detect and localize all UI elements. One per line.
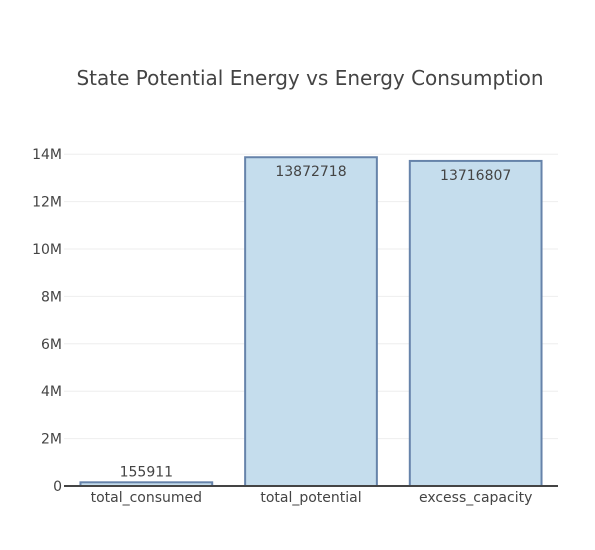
- y-tick-label: 0: [53, 479, 62, 495]
- y-tick-label: 8M: [41, 289, 62, 305]
- y-tick-label: 6M: [41, 337, 62, 353]
- y-tick-label: 2M: [41, 432, 62, 448]
- y-tick-label: 12M: [32, 195, 62, 211]
- axes: 0 2M 4M 6M 8M 10M 12M 14M total_consumed total_po…: [32, 147, 558, 506]
- chart-title: State Potential Energy vs Energy Consump…: [76, 66, 543, 90]
- x-tick-label: total_potential: [260, 490, 361, 506]
- data-label: 13716807: [440, 168, 511, 184]
- y-tick-label: 10M: [32, 242, 62, 258]
- bar-total_potential: [244, 156, 378, 487]
- bars: [79, 156, 543, 488]
- bar-excess_capacity: [408, 159, 543, 488]
- data-label: 155911: [120, 464, 173, 480]
- x-tick-label: excess_capacity: [419, 490, 532, 506]
- x-tick-label: total_consumed: [91, 490, 202, 506]
- y-tick-label: 4M: [41, 384, 62, 400]
- data-labels: 155911 13872718 13716807: [120, 164, 512, 480]
- data-label: 13872718: [275, 164, 346, 180]
- y-tick-label: 14M: [32, 147, 62, 163]
